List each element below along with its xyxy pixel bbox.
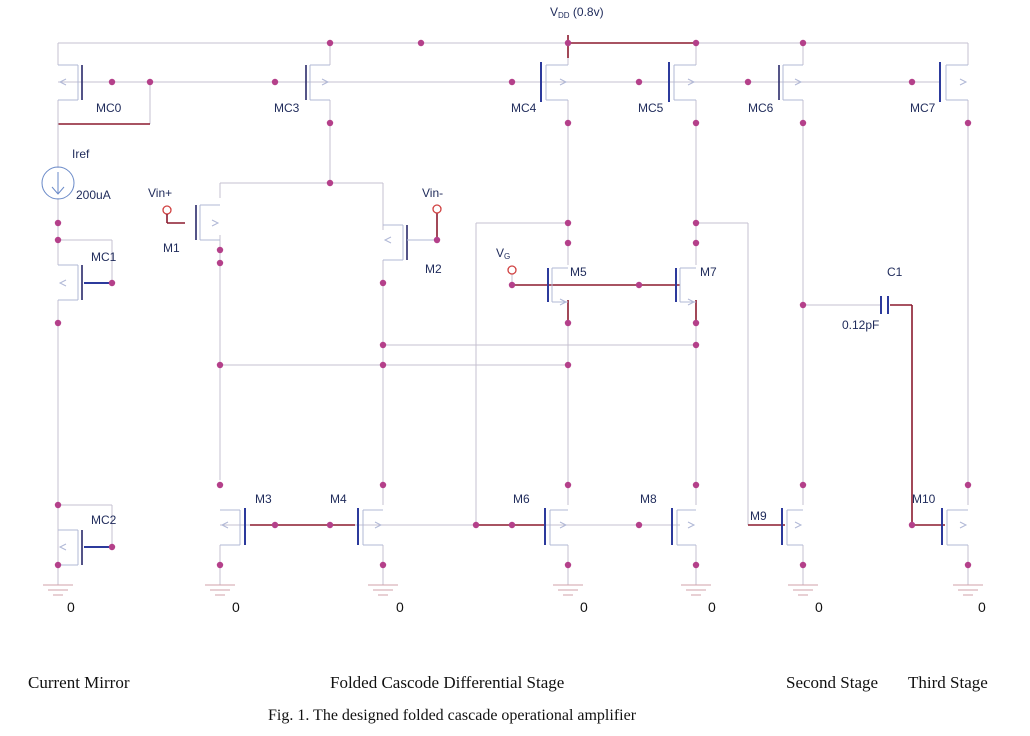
section-folded-cascode: Folded Cascode Differential Stage	[330, 673, 564, 692]
label-mc7: MC7	[910, 101, 936, 115]
label-mc1: MC1	[91, 250, 117, 264]
label-m9: M9	[750, 509, 767, 523]
label-m3: M3	[255, 492, 272, 506]
label-m7: M7	[700, 265, 717, 279]
pmos-m2	[383, 224, 437, 261]
pmos-mc7	[939, 62, 968, 102]
label-m6: M6	[513, 492, 530, 506]
label-iref: Iref	[72, 147, 90, 161]
ground-symbol	[953, 584, 983, 596]
ground-label: 0	[232, 599, 240, 615]
ground-symbol	[368, 584, 398, 596]
ground-symbol	[553, 584, 583, 596]
label-m10: M10	[912, 492, 936, 506]
pmos-mc4	[540, 62, 568, 102]
label-vin-plus: Vin+	[148, 186, 172, 200]
ground-label: 0	[396, 599, 404, 615]
vg-pin	[507, 265, 517, 275]
label-mc4: MC4	[511, 101, 537, 115]
label-c1-value: 0.12pF	[842, 318, 879, 332]
wires	[57, 35, 969, 585]
ground-label: 0	[978, 599, 986, 615]
nmos-m10	[941, 508, 968, 546]
nmos-m3	[220, 508, 246, 546]
figure-caption: Fig. 1. The designed folded cascade oper…	[268, 707, 637, 724]
ground-symbol	[205, 584, 235, 596]
label-mc5: MC5	[638, 101, 664, 115]
label-vg: VG	[496, 246, 510, 261]
vin-plus-pin	[162, 205, 172, 215]
label-mc0: MC0	[96, 101, 122, 115]
pmos-mc3	[305, 64, 330, 101]
label-m4: M4	[330, 492, 347, 506]
section-second-stage: Second Stage	[786, 673, 878, 692]
vin-minus-pin	[432, 204, 442, 214]
ground-label: 0	[815, 599, 823, 615]
pmos-m1	[195, 204, 220, 241]
label-vin-minus: Vin-	[422, 186, 443, 200]
nmos-m8	[671, 508, 696, 546]
label-mc3: MC3	[274, 101, 300, 115]
label-mc6: MC6	[748, 101, 774, 115]
capacitor-c1	[880, 296, 889, 314]
nmos-m7	[675, 267, 696, 306]
label-m1: M1	[163, 241, 180, 255]
junction-dots	[54, 39, 972, 569]
nmos-mc1	[58, 264, 112, 301]
vdd-label: VDD (0.8v)	[550, 5, 604, 20]
ground-symbol	[43, 584, 73, 596]
nmos-m5	[547, 267, 568, 306]
ground-label: 0	[708, 599, 716, 615]
label-mc2: MC2	[91, 513, 117, 527]
ground-label: 0	[580, 599, 588, 615]
nmos-mc2	[58, 529, 112, 566]
pmos-mc5	[668, 62, 696, 102]
nmos-m6	[544, 508, 568, 546]
ground-symbol	[681, 584, 711, 596]
label-iref-value: 200uA	[76, 188, 111, 202]
label-m2: M2	[425, 262, 442, 276]
current-source-iref	[41, 166, 75, 200]
nmos-m9	[781, 508, 803, 546]
ground-label: 0	[67, 599, 75, 615]
label-m5: M5	[570, 265, 587, 279]
section-third-stage: Third Stage	[908, 673, 988, 692]
nmos-m4	[357, 508, 383, 546]
section-current-mirror: Current Mirror	[28, 673, 130, 692]
ground-symbol	[788, 584, 818, 596]
pmos-mc6	[778, 64, 803, 101]
label-m8: M8	[640, 492, 657, 506]
pmos-mc0	[58, 64, 83, 101]
label-c1: C1	[887, 265, 903, 279]
ground-symbols	[43, 584, 983, 596]
